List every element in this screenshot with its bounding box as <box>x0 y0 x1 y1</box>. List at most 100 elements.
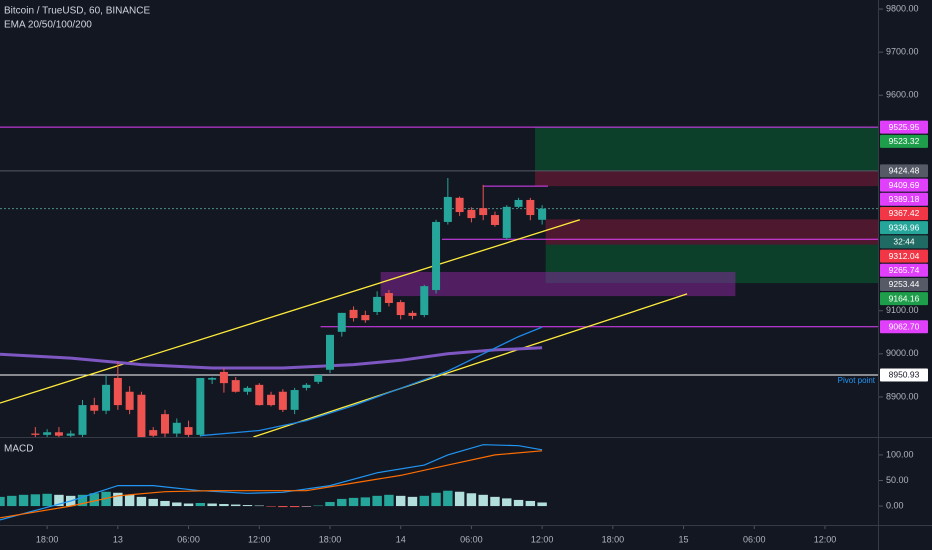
candle-body <box>196 377 205 435</box>
price-badge <box>880 120 928 134</box>
price-badge <box>880 134 928 148</box>
price-badge-label: 9367.42 <box>889 208 920 218</box>
price-pane: Pivot point <box>0 126 878 437</box>
candle-body <box>231 380 240 392</box>
histogram-bar <box>466 493 477 507</box>
price-badge-label: 9253.44 <box>889 279 920 289</box>
histogram-bar <box>30 494 41 507</box>
indicator-legend: EMA 20/50/100/200 <box>4 20 92 31</box>
histogram-bar <box>325 501 335 507</box>
candle-body <box>420 286 429 316</box>
zone <box>545 244 878 284</box>
countdown-badge <box>880 235 928 249</box>
candle-body <box>467 209 476 219</box>
y-tick-label: 8900.00 <box>886 391 919 401</box>
histogram-bar <box>148 498 158 507</box>
candle-body <box>373 296 382 313</box>
candle-body <box>538 208 547 220</box>
price-badge-label: 9409.69 <box>889 180 920 190</box>
y-tick-label: 9600.00 <box>886 90 919 100</box>
candle-body <box>66 433 75 436</box>
price-badge <box>880 249 928 263</box>
price-badge-label: 9525.95 <box>889 122 920 132</box>
price-badge-label: 8950.93 <box>889 370 920 380</box>
candle-body <box>172 422 181 434</box>
histogram-bar <box>502 498 512 507</box>
candle-body <box>337 312 346 332</box>
candle-body <box>502 206 511 238</box>
candle-body <box>455 197 464 213</box>
histogram-bar <box>42 493 52 507</box>
candle-body <box>149 430 158 436</box>
candle-body <box>43 432 52 435</box>
candle-body <box>78 405 87 435</box>
price-badge <box>880 320 928 334</box>
histogram-bar <box>0 496 5 507</box>
candle-body <box>54 432 63 436</box>
histogram-bar <box>77 494 88 507</box>
histogram-bar <box>478 494 488 507</box>
candle-body <box>243 387 252 392</box>
histogram-bar <box>537 502 547 507</box>
candle-body <box>267 394 276 406</box>
histogram-bar <box>113 492 123 507</box>
x-tick-label: 18:00 <box>319 534 342 544</box>
macd-line <box>0 444 543 521</box>
histogram-bar <box>136 496 147 507</box>
price-badge <box>880 192 928 206</box>
candle-body <box>526 199 535 216</box>
histogram-bar <box>7 495 17 507</box>
candle-body <box>490 215 499 225</box>
histogram-bar <box>301 506 312 507</box>
histogram-bar <box>313 505 323 507</box>
histogram-bar <box>183 503 194 507</box>
histogram-bar <box>254 505 264 507</box>
candle-body <box>443 196 452 222</box>
trend-line <box>253 293 688 437</box>
x-tick-label: 06:00 <box>743 534 766 544</box>
axes: 18:00 13 06:00 12:00 18:00 14 06:00 12:00 18:00 1… <box>36 3 928 544</box>
histogram-bar <box>219 504 229 507</box>
histogram-bar <box>18 494 29 507</box>
histogram-bar <box>419 495 429 507</box>
candle-body <box>125 391 134 410</box>
candle-body <box>113 377 122 406</box>
candle-body <box>184 427 193 435</box>
histogram-bar <box>89 493 99 507</box>
y-tick-label: 50.00 <box>886 475 909 485</box>
price-badge-label: 9265.74 <box>889 265 920 275</box>
countdown-badge-label: 32:44 <box>893 237 915 247</box>
x-tick-label: 15 <box>679 534 689 544</box>
histogram-bar <box>195 503 206 507</box>
x-tick-label: 13 <box>113 534 123 544</box>
histogram-bar <box>454 491 465 507</box>
x-tick-label: 18:00 <box>602 534 625 544</box>
ema-line <box>200 326 543 437</box>
zone <box>545 219 878 245</box>
candle-body <box>278 391 287 410</box>
histogram-bar <box>407 496 418 507</box>
x-tick-label: 18:00 <box>36 534 59 544</box>
y-tick-label: 100.00 <box>886 449 914 459</box>
histogram-bar <box>266 506 276 507</box>
histogram-bar <box>289 506 300 508</box>
x-tick-label: 12:00 <box>248 534 271 544</box>
histogram-bar <box>525 500 536 507</box>
histogram-bar <box>513 499 524 507</box>
histogram-bar <box>490 496 500 507</box>
candle-body <box>31 433 40 435</box>
histogram-bar <box>172 502 182 507</box>
y-tick-label: 9000.00 <box>886 348 919 358</box>
level-note: Pivot point <box>838 376 876 385</box>
price-badge-label: 9389.18 <box>889 194 920 204</box>
ema-line <box>0 346 543 370</box>
candle-body <box>432 221 441 291</box>
x-tick-label: 14 <box>396 534 406 544</box>
y-tick-label: 9700.00 <box>886 47 919 57</box>
candle-body <box>137 394 146 437</box>
price-badge-label: 9424.48 <box>889 166 920 176</box>
candle-body <box>102 384 111 411</box>
candle-body <box>255 384 264 406</box>
price-badge-label: 9336.96 <box>889 222 920 232</box>
